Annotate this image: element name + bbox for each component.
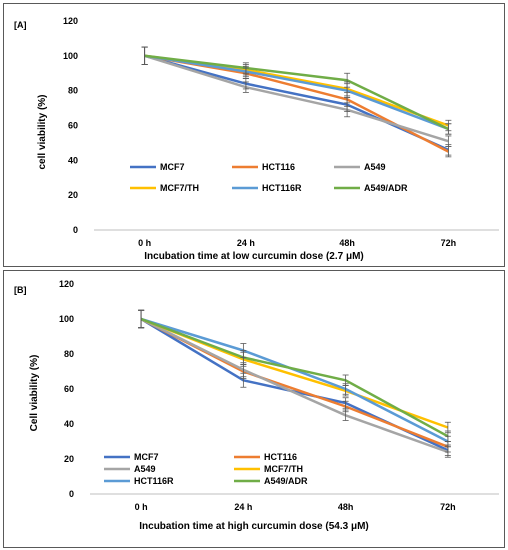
series-line-a549-adr (140, 317, 449, 438)
legend-label: MCF7 (134, 452, 159, 462)
legend-label: HCT116 (262, 162, 295, 172)
x-tick-label: 24 h (234, 502, 252, 512)
x-tick-label: 48h (339, 238, 355, 248)
y-tick-label: 0 (73, 225, 78, 235)
legend-label: A549/ADR (264, 476, 308, 486)
legend-label: HCT116R (262, 183, 302, 193)
series-line-a549 (144, 54, 449, 143)
legend-label: MCF7/TH (160, 183, 199, 193)
legend-label: HCT116 (264, 452, 297, 462)
chart-b-svg: [B] Incubation time at high curcumin dos… (14, 279, 499, 532)
series-line-mcf7 (140, 317, 449, 452)
panel-label-b: [B] (14, 285, 27, 295)
x-axis-title-a: Incubation time at low curcumin dose (2.… (144, 251, 363, 262)
x-tick-label: 48h (338, 502, 354, 512)
legend-label: A549 (364, 162, 386, 172)
chart-panel-b: [B] Incubation time at high curcumin dos… (3, 270, 505, 548)
y-axis-title-a: cell viability (%) (37, 94, 48, 169)
chart-b-marks: 0 20 40 60 80 100 120 0 h 24 h 48h 72h MCF7 HCT116 A5… (59, 279, 499, 512)
x-tick-label: 0 h (135, 502, 148, 512)
chart-a-svg: [A] Incubation time at low curcumin dose… (14, 16, 499, 262)
x-tick-label: 0 h (138, 238, 151, 248)
legend-label: MCF7/TH (264, 464, 303, 474)
y-tick-label: 80 (64, 349, 74, 359)
y-tick-label: 120 (63, 16, 78, 26)
chart-panel-a: [A] Incubation time at low curcumin dose… (3, 3, 505, 267)
x-tick-label: 72h (441, 238, 457, 248)
panel-label-a: [A] (14, 20, 27, 30)
y-axis-title-b: Cell viability (%) (29, 355, 40, 432)
legend-label: HCT116R (134, 476, 174, 486)
y-tick-label: 40 (64, 419, 74, 429)
x-tick-label: 72h (440, 502, 456, 512)
x-tick-label: 24 h (237, 238, 255, 248)
series-line-a549 (140, 317, 449, 454)
y-tick-label: 0 (69, 489, 74, 499)
series-line-hct116r (144, 54, 449, 131)
legend-label: A549/ADR (364, 183, 408, 193)
y-tick-label: 100 (63, 51, 78, 61)
series-line-a549-adr (144, 54, 449, 131)
legend-label: A549 (134, 464, 156, 474)
series-line-mcf7-th (144, 54, 449, 127)
y-tick-label: 120 (59, 279, 74, 289)
y-tick-label: 60 (68, 121, 78, 131)
y-tick-label: 60 (64, 384, 74, 394)
series-line-mcf7 (144, 54, 449, 152)
y-tick-label: 20 (64, 454, 74, 464)
chart-a-marks: 0 20 40 60 80 100 120 0 h 24 h 48h 72h MCF7 HCT116 A5… (63, 16, 499, 248)
y-tick-label: 80 (68, 86, 78, 96)
y-tick-label: 100 (59, 314, 74, 324)
legend-label: MCF7 (160, 162, 185, 172)
y-tick-label: 40 (68, 155, 78, 165)
x-axis-title-b: Incubation time at high curcumin dose (5… (139, 521, 368, 532)
y-tick-label: 20 (68, 190, 78, 200)
